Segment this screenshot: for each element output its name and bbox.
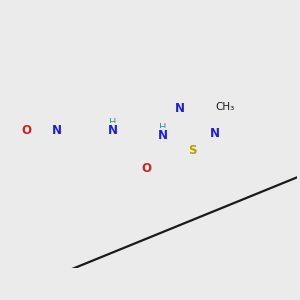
Text: H: H xyxy=(159,123,167,133)
Text: N: N xyxy=(108,124,118,137)
Text: H: H xyxy=(109,118,116,128)
Text: O: O xyxy=(21,124,31,137)
Text: O: O xyxy=(142,162,152,175)
Text: S: S xyxy=(188,144,197,157)
Text: N: N xyxy=(52,124,62,137)
Text: N: N xyxy=(210,127,220,140)
Text: N: N xyxy=(158,129,168,142)
Text: CH₃: CH₃ xyxy=(216,102,235,112)
Text: N: N xyxy=(175,102,185,115)
